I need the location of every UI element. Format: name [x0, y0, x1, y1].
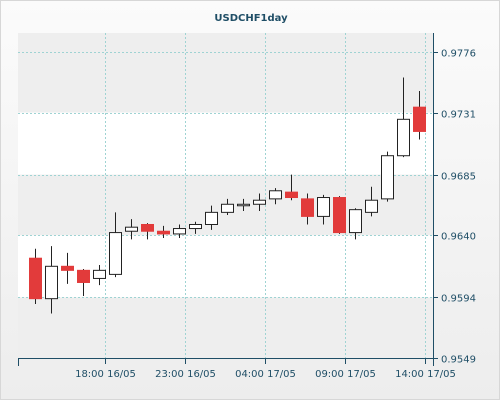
plot-band-1 — [18, 112, 433, 175]
candle-body-11 — [205, 211, 218, 225]
candle-body-4 — [93, 269, 106, 279]
candle-body-3 — [77, 269, 90, 283]
candle-body-19 — [333, 197, 346, 234]
candle-body-21 — [365, 199, 378, 213]
y-tick-label-0: 0.9549 — [441, 355, 476, 366]
y-tick-label-3: 0.9685 — [441, 172, 476, 183]
x-axis-ticks: 18:00 16/05 23:00 16/05 04:00 17/05 09:00 1… — [75, 358, 456, 380]
candle-body-13 — [237, 203, 250, 207]
candle-body-12 — [221, 203, 234, 213]
chart-title: USDCHF1day — [214, 13, 288, 24]
candle-body-6 — [125, 226, 138, 232]
candle-body-7 — [141, 223, 154, 232]
plot-background — [18, 33, 433, 358]
candle-body-20 — [349, 209, 362, 234]
candles — [29, 77, 426, 314]
candle-body-8 — [157, 230, 170, 235]
candle-body-1 — [45, 265, 58, 300]
y-tick-label-2: 0.9640 — [441, 232, 476, 243]
candle-body-15 — [269, 190, 282, 200]
candle-body-16 — [285, 191, 298, 199]
candle-body-22 — [381, 155, 394, 200]
x-tick-label-4: 14:00 17/05 — [395, 369, 456, 380]
candle-body-0 — [29, 257, 42, 300]
candle-body-10 — [189, 223, 202, 230]
candle-body-24 — [413, 106, 426, 132]
x-tick-label-3: 09:00 17/05 — [315, 369, 376, 380]
axes — [18, 33, 434, 366]
candle-body-23 — [397, 118, 410, 157]
candle-body-2 — [61, 265, 74, 271]
x-tick-label-1: 23:00 16/05 — [155, 369, 216, 380]
candle-body-17 — [301, 198, 314, 217]
y-axis-ticks: 0.9549 0.9594 0.9640 0.9685 0.9731 0.9776 — [433, 49, 476, 366]
x-tick-label-0: 18:00 16/05 — [75, 369, 136, 380]
candle-body-18 — [317, 197, 330, 217]
candle-body-5 — [109, 232, 122, 275]
plot-band-0 — [18, 235, 433, 298]
plot-bands — [18, 33, 433, 358]
y-tick-label-4: 0.9731 — [441, 110, 476, 121]
y-tick-label-5: 0.9776 — [441, 49, 476, 60]
candle-body-14 — [253, 199, 266, 205]
x-tick-label-2: 04:00 17/05 — [235, 369, 296, 380]
candle-body-9 — [173, 228, 186, 235]
y-tick-label-1: 0.9594 — [441, 294, 476, 305]
